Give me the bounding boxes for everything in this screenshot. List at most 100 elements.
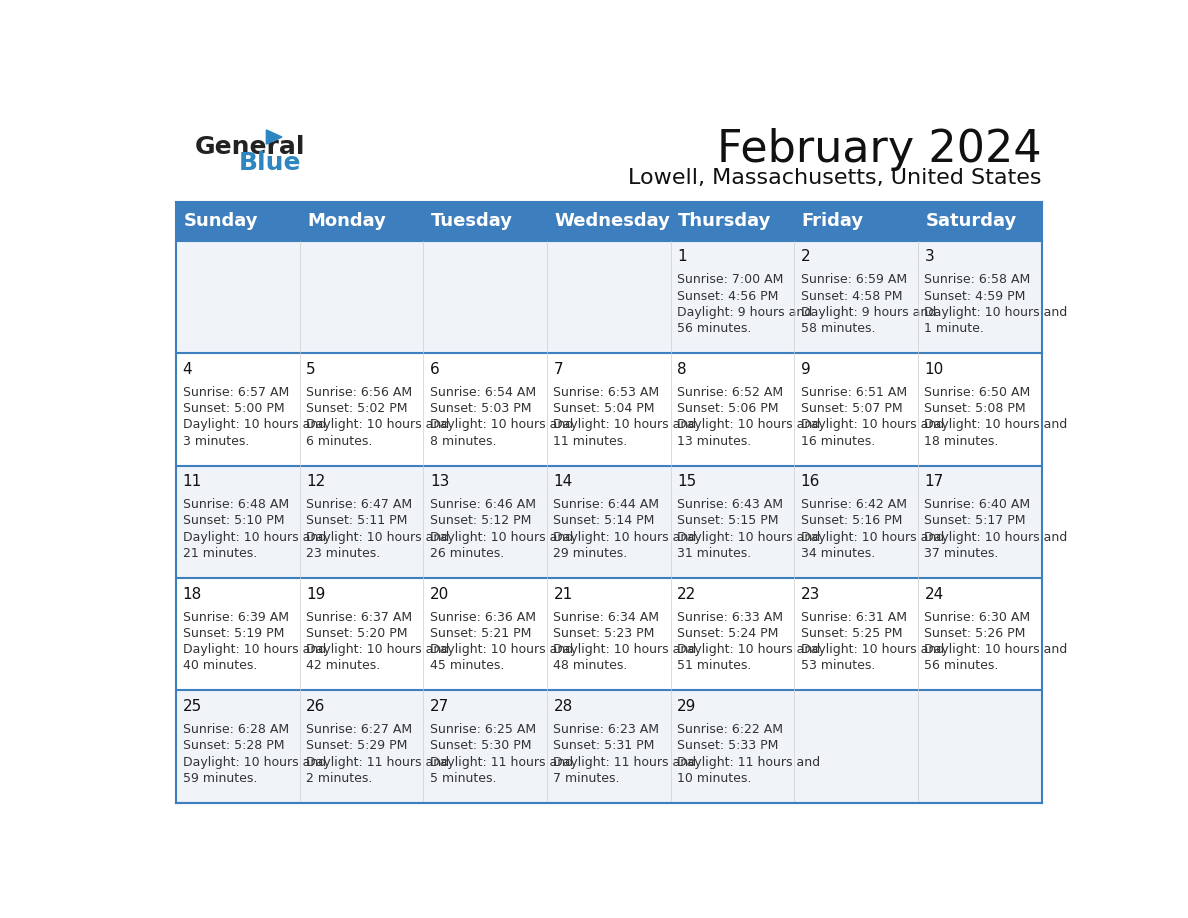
Text: 10 minutes.: 10 minutes. — [677, 772, 752, 785]
Text: Sunset: 5:20 PM: Sunset: 5:20 PM — [307, 627, 407, 640]
Text: Daylight: 10 hours and: Daylight: 10 hours and — [554, 419, 696, 431]
Text: 19: 19 — [307, 587, 326, 601]
Bar — [918, 465, 1042, 578]
Text: Sunrise: 6:36 AM: Sunrise: 6:36 AM — [430, 610, 536, 623]
Text: Sunrise: 6:33 AM: Sunrise: 6:33 AM — [677, 610, 783, 623]
Text: Sunrise: 6:23 AM: Sunrise: 6:23 AM — [554, 723, 659, 736]
Text: 2 minutes.: 2 minutes. — [307, 772, 373, 785]
Text: Sunset: 5:14 PM: Sunset: 5:14 PM — [554, 514, 655, 528]
Text: Sunrise: 6:54 AM: Sunrise: 6:54 AM — [430, 386, 536, 398]
Bar — [546, 465, 671, 578]
Text: Sunrise: 6:25 AM: Sunrise: 6:25 AM — [430, 723, 536, 736]
Text: Sunset: 5:31 PM: Sunset: 5:31 PM — [554, 739, 655, 752]
Polygon shape — [266, 130, 282, 144]
Text: Blue: Blue — [239, 151, 302, 175]
Text: Sunrise: 6:58 AM: Sunrise: 6:58 AM — [924, 274, 1031, 286]
Text: Sunrise: 6:46 AM: Sunrise: 6:46 AM — [430, 498, 536, 511]
Bar — [423, 465, 546, 578]
Bar — [423, 578, 546, 690]
Text: Daylight: 10 hours and: Daylight: 10 hours and — [924, 419, 1068, 431]
Text: Sunrise: 6:39 AM: Sunrise: 6:39 AM — [183, 610, 289, 623]
Text: Sunrise: 7:00 AM: Sunrise: 7:00 AM — [677, 274, 784, 286]
Text: Sunrise: 6:28 AM: Sunrise: 6:28 AM — [183, 723, 289, 736]
Bar — [546, 578, 671, 690]
Text: 48 minutes.: 48 minutes. — [554, 659, 627, 672]
Bar — [176, 690, 299, 803]
Text: Sunrise: 6:50 AM: Sunrise: 6:50 AM — [924, 386, 1031, 398]
Text: Sunset: 5:15 PM: Sunset: 5:15 PM — [677, 514, 778, 528]
Text: 21 minutes.: 21 minutes. — [183, 547, 257, 560]
Text: 34 minutes.: 34 minutes. — [801, 547, 876, 560]
Text: Daylight: 10 hours and: Daylight: 10 hours and — [307, 531, 449, 543]
Text: 6: 6 — [430, 362, 440, 376]
Text: Daylight: 10 hours and: Daylight: 10 hours and — [801, 419, 944, 431]
Text: Sunrise: 6:42 AM: Sunrise: 6:42 AM — [801, 498, 906, 511]
Text: Daylight: 10 hours and: Daylight: 10 hours and — [554, 644, 696, 656]
Text: Daylight: 11 hours and: Daylight: 11 hours and — [677, 756, 820, 768]
Text: Daylight: 10 hours and: Daylight: 10 hours and — [677, 644, 821, 656]
Text: 58 minutes.: 58 minutes. — [801, 322, 876, 335]
Text: February 2024: February 2024 — [716, 128, 1042, 171]
Text: Daylight: 10 hours and: Daylight: 10 hours and — [924, 644, 1068, 656]
Text: 16: 16 — [801, 475, 820, 489]
Text: Sunset: 5:24 PM: Sunset: 5:24 PM — [677, 627, 778, 640]
Text: Tuesday: Tuesday — [431, 212, 513, 230]
Text: Sunset: 4:56 PM: Sunset: 4:56 PM — [677, 290, 778, 303]
Text: Sunrise: 6:59 AM: Sunrise: 6:59 AM — [801, 274, 906, 286]
Text: Sunset: 5:12 PM: Sunset: 5:12 PM — [430, 514, 531, 528]
Text: 45 minutes.: 45 minutes. — [430, 659, 504, 672]
Text: Sunset: 5:29 PM: Sunset: 5:29 PM — [307, 739, 407, 752]
Text: 24: 24 — [924, 587, 943, 601]
Text: Sunrise: 6:27 AM: Sunrise: 6:27 AM — [307, 723, 412, 736]
Text: Sunrise: 6:56 AM: Sunrise: 6:56 AM — [307, 386, 412, 398]
Text: 51 minutes.: 51 minutes. — [677, 659, 752, 672]
Text: 29: 29 — [677, 699, 696, 714]
Text: Sunrise: 6:52 AM: Sunrise: 6:52 AM — [677, 386, 783, 398]
Text: Sunset: 5:04 PM: Sunset: 5:04 PM — [554, 402, 655, 415]
Bar — [918, 241, 1042, 353]
Bar — [176, 465, 299, 578]
Bar — [546, 241, 671, 353]
Text: Sunset: 4:59 PM: Sunset: 4:59 PM — [924, 290, 1025, 303]
Text: Lowell, Massachusetts, United States: Lowell, Massachusetts, United States — [628, 168, 1042, 188]
Text: 4: 4 — [183, 362, 192, 376]
Text: 29 minutes.: 29 minutes. — [554, 547, 627, 560]
Bar — [671, 353, 795, 465]
Text: Sunset: 5:00 PM: Sunset: 5:00 PM — [183, 402, 284, 415]
Text: Sunrise: 6:37 AM: Sunrise: 6:37 AM — [307, 610, 412, 623]
Bar — [795, 465, 918, 578]
Text: Sunset: 5:03 PM: Sunset: 5:03 PM — [430, 402, 531, 415]
Text: Daylight: 10 hours and: Daylight: 10 hours and — [801, 531, 944, 543]
Text: Daylight: 9 hours and: Daylight: 9 hours and — [801, 306, 936, 319]
Text: Sunset: 5:28 PM: Sunset: 5:28 PM — [183, 739, 284, 752]
Text: 13 minutes.: 13 minutes. — [677, 434, 751, 448]
Bar — [795, 241, 918, 353]
Bar — [299, 353, 423, 465]
Text: 56 minutes.: 56 minutes. — [924, 659, 999, 672]
Text: Friday: Friday — [802, 212, 864, 230]
Text: Sunrise: 6:30 AM: Sunrise: 6:30 AM — [924, 610, 1030, 623]
Text: Daylight: 10 hours and: Daylight: 10 hours and — [801, 644, 944, 656]
Bar — [176, 241, 299, 353]
Text: 42 minutes.: 42 minutes. — [307, 659, 380, 672]
Text: Sunset: 5:16 PM: Sunset: 5:16 PM — [801, 514, 902, 528]
Text: 17: 17 — [924, 475, 943, 489]
Text: 8: 8 — [677, 362, 687, 376]
Text: Sunset: 5:33 PM: Sunset: 5:33 PM — [677, 739, 778, 752]
Text: 5: 5 — [307, 362, 316, 376]
Text: Sunrise: 6:40 AM: Sunrise: 6:40 AM — [924, 498, 1030, 511]
Bar — [423, 241, 546, 353]
Bar — [671, 465, 795, 578]
Text: 9: 9 — [801, 362, 810, 376]
Text: Daylight: 10 hours and: Daylight: 10 hours and — [183, 644, 326, 656]
Text: 3 minutes.: 3 minutes. — [183, 434, 249, 448]
Text: 1: 1 — [677, 250, 687, 264]
Text: 2: 2 — [801, 250, 810, 264]
Bar — [918, 353, 1042, 465]
Text: 53 minutes.: 53 minutes. — [801, 659, 876, 672]
Text: 26: 26 — [307, 699, 326, 714]
Text: Sunset: 5:06 PM: Sunset: 5:06 PM — [677, 402, 778, 415]
Bar — [299, 578, 423, 690]
Text: Sunset: 5:30 PM: Sunset: 5:30 PM — [430, 739, 531, 752]
Text: 25: 25 — [183, 699, 202, 714]
